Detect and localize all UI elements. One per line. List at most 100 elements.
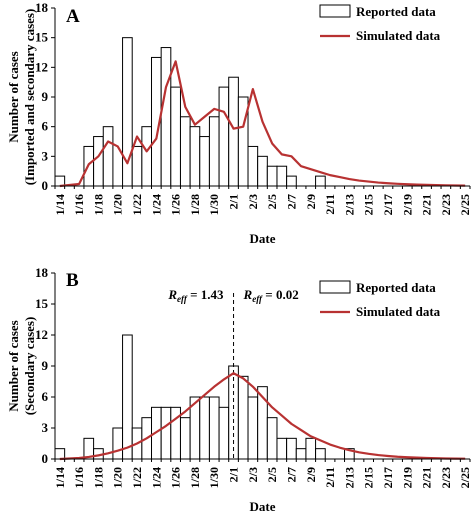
legend-label-reported: Reported data [356,280,436,295]
y-tick-label: 15 [35,296,49,311]
reported-bar [112,427,124,460]
reported-bar [218,86,230,187]
panel-label: B [66,270,79,291]
y-tick-label: 15 [35,30,49,45]
x-tick-label: 2/23 [439,467,453,488]
reported-bar [199,396,210,460]
reported-bar [54,448,66,460]
x-tick-label: 2/17 [381,194,395,215]
y-tick-label: 6 [42,119,49,134]
y-tick-label: 6 [42,389,49,404]
reported-bar [315,448,326,460]
reported-bar [179,417,191,460]
x-tick-label: 2/21 [420,194,434,215]
y-tick-label: 9 [42,358,49,373]
x-tick-label: 2/1 [227,194,241,209]
x-tick-label: 1/16 [72,194,86,215]
reported-bar [295,448,307,460]
x-tick-label: 2/7 [284,194,298,209]
x-tick-label: 1/30 [207,467,221,488]
x-tick-label: 1/22 [130,194,144,215]
x-axis-title: Date [250,499,276,513]
reported-bar [208,116,220,187]
reported-bar [266,417,278,460]
x-tick-label: 1/16 [72,467,86,488]
chart-panel-b: 0 3 6 9 12 15 18 1/14 1/16 1/18 1/20 1/22 1/24 1/26 1/… [6,265,472,513]
x-tick-label: 2/11 [323,194,337,215]
x-tick-label: 2/1 [227,467,241,482]
reported-bar [54,175,66,187]
reff-before-label: Reff = 1.43 [167,287,224,304]
reported-bar [315,175,326,187]
y-tick-label: 0 [42,178,49,193]
y-tick-label: 18 [35,0,49,15]
legend-swatch-reported [319,280,351,294]
x-tick-label: 2/3 [246,467,260,482]
reported-bar [247,145,259,187]
x-tick-label: 1/18 [91,467,105,488]
reported-bar [208,396,220,460]
reported-bar [247,396,259,460]
x-tick-label: 2/25 [458,467,472,488]
x-tick-label: 2/21 [420,467,434,488]
simulated-line [59,60,466,188]
x-tick-label: 2/11 [323,467,337,488]
x-tick-label: 1/28 [188,194,202,215]
reported-bar [228,76,239,187]
x-tick-label: 1/20 [111,467,125,488]
reported-bar [305,437,317,460]
x-tick-label: 1/24 [149,194,163,215]
x-tick-label: 2/17 [381,467,395,488]
x-axis-title: Date [250,231,276,246]
chart-panel-a: 0 3 6 9 12 15 18 1/14 1/16 1/18 1/20 1/22 1/24 1/26 1/… [6,0,472,246]
y-axis-subtitle: (Secondary cases) [22,317,37,416]
x-tick-label: 2/9 [304,194,318,209]
x-tick-label: 2/15 [362,194,376,215]
reported-bar [141,126,153,187]
x-tick-label: 2/9 [304,467,318,482]
y-tick-label: 3 [42,420,49,435]
reported-bar [257,155,268,187]
reported-bar [286,175,297,187]
legend-swatch-reported [319,4,351,18]
panel-label: A [66,6,80,27]
x-tick-label: 2/13 [342,467,356,488]
y-tick-label: 0 [42,451,49,466]
y-axis-subtitle: (Imported and secondary cases) [22,9,37,186]
x-tick-label: 1/20 [111,194,125,215]
x-tick-label: 2/3 [246,194,260,209]
x-tick-label: 1/30 [207,194,221,215]
y-tick-label: 12 [35,59,48,74]
reported-bar [218,406,230,460]
legend-label-simulated: Simulated data [356,28,441,43]
reported-bar [93,136,104,187]
reported-bar [122,334,133,460]
x-tick-label: 1/26 [169,194,183,215]
x-tick-label: 1/14 [53,194,67,215]
reported-bar [237,375,249,460]
legend-label-reported: Reported data [356,4,436,19]
x-tick-label: 2/19 [400,467,414,488]
reported-bar [160,406,172,460]
reported-bar [199,136,210,187]
reported-bar [179,116,191,187]
reported-bar [276,437,288,460]
reported-bar [102,126,114,187]
x-tick-label: 2/13 [342,194,356,215]
y-axis-title: Number of cases [6,51,21,142]
x-tick-label: 2/19 [400,194,414,215]
simulated-line [59,372,466,461]
x-tick-label: 2/7 [284,467,298,482]
reported-bar [266,165,278,187]
reff-after-label: Reff = 0.02 [243,287,299,304]
x-tick-label: 1/18 [91,194,105,215]
y-axis-title: Number of cases [6,320,21,411]
x-tick-label: 1/24 [149,467,163,488]
x-tick-label: 1/14 [53,467,67,488]
reported-bar [160,47,172,187]
reported-bar [170,86,181,187]
reported-bar [286,437,297,460]
reported-bar [276,165,288,187]
x-tick-label: 1/28 [188,467,202,488]
